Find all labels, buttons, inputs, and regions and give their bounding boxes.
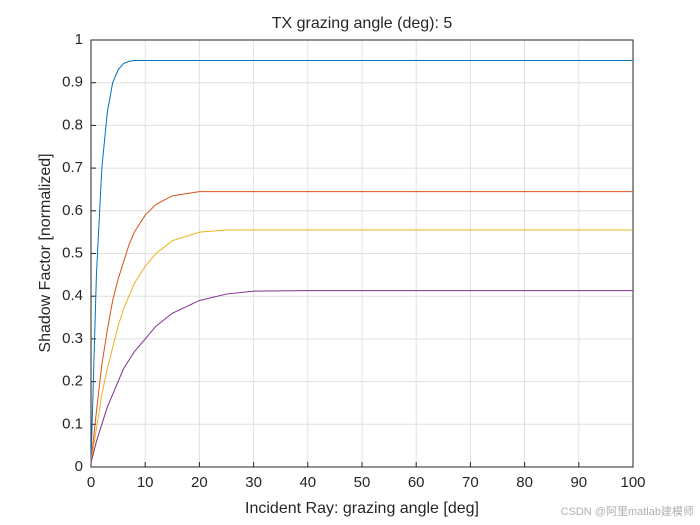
- y-tick-label: 0.6: [62, 202, 83, 219]
- data-line: [90, 229, 633, 463]
- y-tick-label: 0.3: [62, 330, 83, 347]
- x-tick-label: 90: [570, 474, 587, 491]
- y-tick-label: 0.5: [62, 244, 83, 261]
- x-tick-label: 40: [299, 474, 316, 491]
- chart-title: TX grazing angle (deg): 5: [272, 15, 453, 32]
- x-axis-label: Incident Ray: grazing angle [deg]: [245, 500, 479, 517]
- y-tick-label: 0.4: [62, 287, 83, 304]
- y-tick-label: 0: [75, 458, 83, 475]
- x-tick-label: 70: [462, 474, 479, 491]
- y-axis-label: Shadow Factor [normalized]: [37, 153, 54, 352]
- x-tick-label: 50: [354, 474, 371, 491]
- x-tick-label: 60: [408, 474, 425, 491]
- y-tick-label: 0.9: [62, 74, 83, 91]
- y-tick-label: 1: [75, 31, 83, 48]
- y-tick-label: 0.2: [62, 373, 83, 390]
- x-tick-label: 20: [191, 474, 208, 491]
- x-tick-label: 100: [620, 474, 645, 491]
- x-tick-label: 0: [87, 474, 95, 491]
- plot-frame: [90, 39, 634, 468]
- data-line: [90, 191, 633, 463]
- y-tick-label: 0.8: [62, 116, 83, 133]
- data-line: [90, 59, 633, 463]
- x-tick-label: 80: [516, 474, 533, 491]
- y-tick-label: 0.7: [62, 159, 83, 176]
- x-tick-label: 30: [245, 474, 262, 491]
- data-line: [90, 290, 633, 463]
- watermark: CSDN @阿里matlab建模师: [561, 504, 694, 518]
- x-tick-label: 10: [137, 474, 154, 491]
- y-tick-label: 0.1: [62, 415, 83, 432]
